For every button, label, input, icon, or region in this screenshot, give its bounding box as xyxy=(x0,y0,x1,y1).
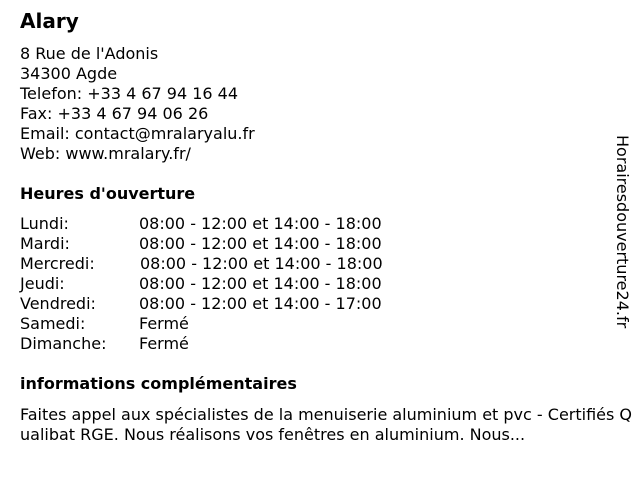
day-label: Lundi: xyxy=(20,214,69,233)
watermark: Horairesdouverture24.fr xyxy=(613,135,632,329)
address-street: 8 Rue de l'Adonis xyxy=(20,44,159,63)
day-label: Vendredi: xyxy=(20,294,96,313)
hours-row: Lundi: 08:00 - 12:00 et 14:00 - 18:00 xyxy=(20,214,383,234)
hours-row: Samedi: Fermé xyxy=(20,314,383,334)
day-label: Mardi: xyxy=(20,234,70,253)
hours-row: Vendredi: 08:00 - 12:00 et 14:00 - 17:00 xyxy=(20,294,383,314)
info-heading: informations complémentaires xyxy=(20,374,297,393)
day-hours: 08:00 - 12:00 et 14:00 - 18:00 xyxy=(140,254,383,273)
day-hours: 08:00 - 12:00 et 14:00 - 18:00 xyxy=(139,274,382,293)
day-label: Dimanche: xyxy=(20,334,107,353)
day-hours: Fermé xyxy=(139,334,189,353)
day-hours: Fermé xyxy=(139,314,189,333)
business-name: Alary xyxy=(20,9,79,33)
fax: Fax: +33 4 67 94 06 26 xyxy=(20,104,209,123)
hours-row: Mercredi: 08:00 - 12:00 et 14:00 - 18:00 xyxy=(20,254,383,274)
hours-row: Mardi: 08:00 - 12:00 et 14:00 - 18:00 xyxy=(20,234,383,254)
day-hours: 08:00 - 12:00 et 14:00 - 18:00 xyxy=(139,214,382,233)
day-label: Mercredi: xyxy=(20,254,95,273)
phone: Telefon: +33 4 67 94 16 44 xyxy=(20,84,239,103)
address-city: 34300 Agde xyxy=(20,64,118,83)
day-label: Samedi: xyxy=(20,314,86,333)
website: Web: www.mralary.fr/ xyxy=(20,144,191,163)
hours-heading: Heures d'ouverture xyxy=(20,184,196,203)
contact-block: 8 Rue de l'Adonis 34300 Agde Telefon: +3… xyxy=(20,44,255,164)
info-description: Faites appel aux spécialistes de la menu… xyxy=(20,405,633,444)
hours-table: Lundi: 08:00 - 12:00 et 14:00 - 18:00 Mar… xyxy=(20,214,383,354)
hours-row: Dimanche: Fermé xyxy=(20,334,383,354)
day-label: Jeudi: xyxy=(20,274,65,293)
day-hours: 08:00 - 12:00 et 14:00 - 17:00 xyxy=(139,294,382,313)
email: Email: contact@mralaryalu.fr xyxy=(20,124,255,143)
day-hours: 08:00 - 12:00 et 14:00 - 18:00 xyxy=(139,234,382,253)
hours-row: Jeudi: 08:00 - 12:00 et 14:00 - 18:00 xyxy=(20,274,383,294)
